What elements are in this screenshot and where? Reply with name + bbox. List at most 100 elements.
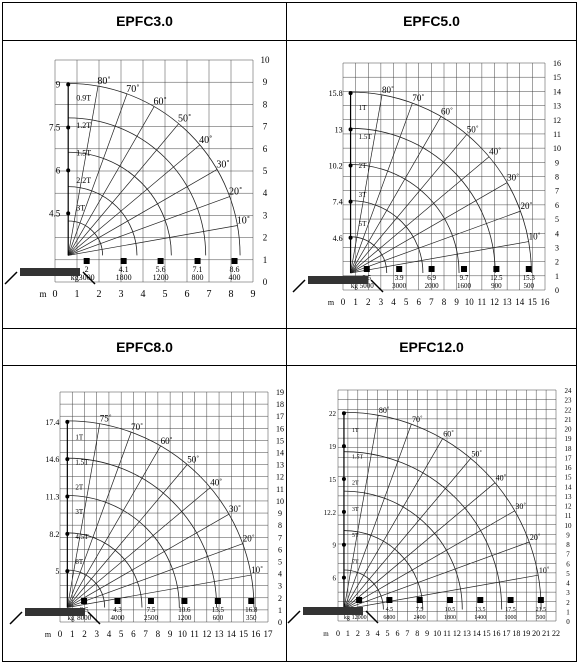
boom-angle-ray (67, 445, 161, 608)
y-tick-label: 22 (565, 406, 573, 414)
boom-angle-ray (68, 225, 238, 256)
y-tick-label: 11 (565, 512, 572, 520)
y-tick-label: 0 (278, 618, 282, 627)
radius-label: 6.9 (427, 274, 436, 282)
panel-title: EPFC5.0 (403, 13, 460, 29)
hook-load-icon (537, 597, 544, 603)
hook-load-icon (477, 597, 484, 603)
y-tick-label: 14 (276, 449, 284, 458)
load-kg-label: 1400 (474, 615, 486, 621)
x-tick-label: 19 (522, 629, 530, 638)
x-tick-label: 5 (404, 297, 409, 307)
y-tick-label: 2 (555, 258, 559, 267)
outrigger-icon (287, 610, 301, 624)
y-tick-label: 7 (263, 122, 268, 132)
angle-label: 60˚ (161, 436, 173, 446)
hook-load-icon (446, 597, 453, 603)
angle-label: 50˚ (178, 114, 191, 125)
boom-height-label: 15 (329, 476, 337, 484)
y-tick-label: 13 (553, 102, 561, 111)
y-tick-label: 10 (261, 55, 271, 65)
x-tick-label: 10 (465, 297, 475, 307)
boom-load-label: 1.5T (75, 458, 89, 466)
hook-load-icon (525, 266, 532, 272)
y-tick-label: 1 (555, 272, 559, 281)
hook-load-icon (120, 258, 127, 264)
boom-angle-ray (67, 464, 188, 608)
crane-track-icon (303, 607, 363, 615)
x-tick-label: 2 (97, 289, 102, 300)
y-tick-label: 15 (565, 474, 573, 482)
boom-angle-ray (66, 423, 101, 608)
boom-angle-ray (350, 116, 442, 274)
angle-label: 30˚ (507, 173, 519, 183)
y-tick-label: 2 (278, 594, 282, 603)
x-tick-label: 6 (185, 289, 190, 300)
boom-angle-ray (350, 134, 468, 274)
load-kg-label: 1600 (457, 282, 472, 290)
boom-hook-marker (66, 125, 71, 130)
hook-load-icon (114, 598, 121, 604)
angle-label: 40˚ (199, 135, 212, 146)
boom-load-label: 3T (76, 204, 85, 213)
y-tick-label: 9 (263, 77, 268, 87)
load-kg-label: 8000 (77, 614, 92, 622)
y-tick-label: 3 (263, 210, 268, 220)
working-range-arc (350, 164, 460, 273)
boom-height-label: 6 (332, 575, 336, 583)
boom-height-label: 9 (56, 79, 61, 89)
y-tick-label: 15 (553, 73, 561, 82)
hook-load-icon (83, 258, 90, 264)
load-kg-label: 2500 (144, 614, 159, 622)
boom-height-label: 7.4 (333, 198, 343, 207)
boom-hook-marker (348, 163, 353, 168)
y-tick-label: 18 (565, 445, 573, 453)
boom-height-label: 15.8 (329, 89, 343, 98)
x-tick-label: 20 (532, 629, 540, 638)
boom-height-label: 7.5 (49, 122, 61, 132)
boom-angle-ray (350, 182, 508, 274)
hook-load-icon (386, 597, 393, 603)
hook-load-icon (416, 597, 423, 603)
boom-height-label: 4.6 (333, 234, 343, 243)
working-range-arc (350, 200, 424, 273)
x-tick-label: 3 (119, 289, 124, 300)
working-range-arc (68, 117, 207, 256)
x-tick-label: 2 (82, 629, 87, 639)
x-tick-label: 13 (463, 629, 471, 638)
x-tick-label: 1 (75, 289, 80, 300)
x-tick-label: 3 (366, 629, 370, 638)
y-tick-label: 13 (276, 461, 284, 470)
hook-load-icon (428, 266, 435, 272)
working-range-arc (343, 411, 542, 610)
radius-label: 10.6 (178, 606, 191, 614)
x-tick-label: 9 (425, 629, 429, 638)
boom-load-label: 5T (359, 220, 368, 228)
boom-height-label: 4.5 (49, 208, 61, 218)
x-tick-label: 5 (119, 629, 124, 639)
radius-label: 7.5 (416, 607, 424, 613)
x-tick-label: 12 (453, 629, 461, 638)
boom-hook-marker (341, 509, 346, 514)
x-tick-label: 13 (503, 297, 513, 307)
angle-label: 50˚ (471, 449, 482, 458)
boom-load-label: 5T (352, 533, 359, 539)
y-tick-label: 5 (555, 215, 559, 224)
radius-label: 7.1 (193, 265, 203, 274)
outrigger-icon (370, 279, 384, 293)
x-tick-label: 14 (473, 629, 481, 638)
outrigger-icon (87, 611, 101, 625)
angle-label: 30˚ (229, 504, 241, 514)
radius-label: 3.9 (395, 274, 404, 282)
boom-load-label: 1.5T (76, 149, 91, 158)
panel-title: EPFC12.0 (399, 339, 464, 355)
angle-label: 40˚ (210, 478, 222, 488)
x-tick-label: 11 (443, 629, 451, 638)
x-tick-label: 0 (341, 297, 346, 307)
angle-label: 70˚ (131, 422, 143, 432)
x-tick-label: 7 (143, 629, 148, 639)
y-tick-label: 5 (263, 166, 268, 176)
boom-hook-marker (341, 476, 346, 481)
